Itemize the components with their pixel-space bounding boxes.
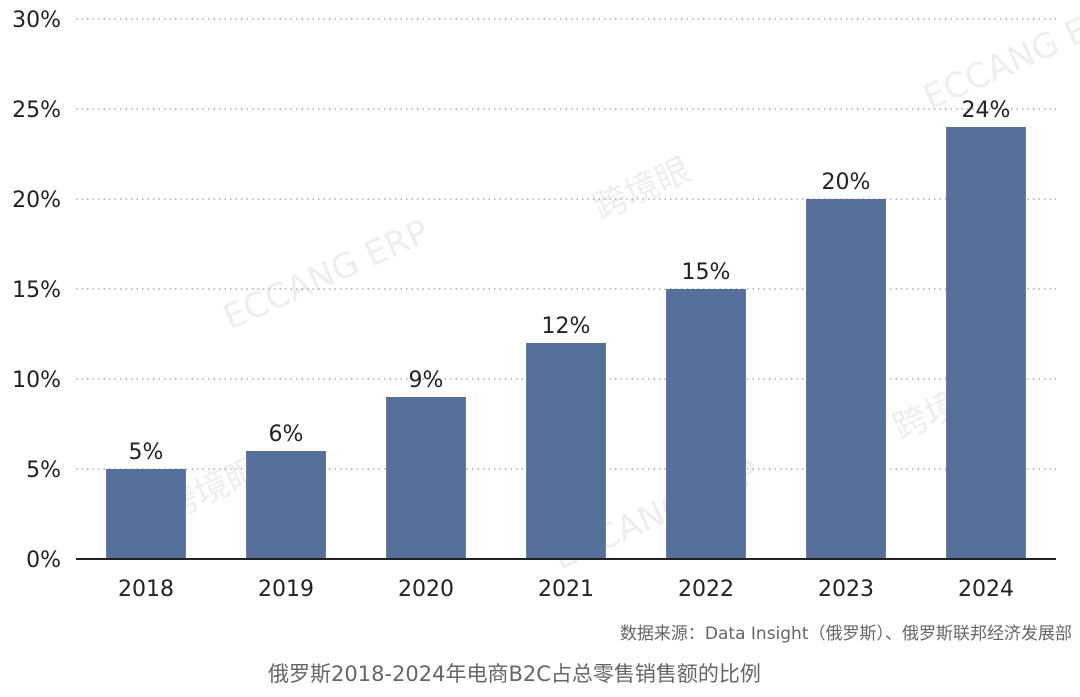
data-label: 9% bbox=[409, 368, 444, 393]
x-tick-label: 2023 bbox=[818, 577, 874, 602]
bar bbox=[526, 343, 606, 559]
watermark-erp: ECCANG ERP bbox=[217, 212, 435, 338]
y-tick-label: 15% bbox=[12, 278, 61, 303]
x-tick-label: 2024 bbox=[958, 577, 1014, 602]
bar bbox=[806, 199, 886, 559]
bar bbox=[666, 289, 746, 559]
y-tick-label: 10% bbox=[12, 368, 61, 393]
data-label: 15% bbox=[682, 260, 731, 285]
data-label: 20% bbox=[822, 170, 871, 195]
data-label: 24% bbox=[962, 98, 1011, 123]
x-axis: 2018 2019 2020 2021 2022 2023 2024 bbox=[118, 577, 1014, 602]
y-tick-label: 20% bbox=[12, 188, 61, 213]
x-tick-label: 2021 bbox=[538, 577, 594, 602]
bar bbox=[386, 397, 466, 559]
bar bbox=[946, 127, 1026, 559]
y-tick-label: 30% bbox=[12, 8, 61, 33]
y-tick-label: 5% bbox=[26, 458, 61, 483]
watermark-brand: 跨境眼 bbox=[587, 150, 696, 228]
bar bbox=[246, 451, 326, 559]
x-tick-label: 2018 bbox=[118, 577, 174, 602]
data-label: 12% bbox=[542, 314, 591, 339]
x-tick-label: 2020 bbox=[398, 577, 454, 602]
source-note: 数据来源：Data Insight（俄罗斯）、俄罗斯联邦经济发展部 bbox=[619, 624, 1072, 644]
bar bbox=[106, 469, 186, 559]
chart-caption: 俄罗斯2018-2024年电商B2C占总零售销售额的比例 bbox=[268, 662, 761, 686]
y-axis: 0% 5% 10% 15% 20% 25% 30% bbox=[12, 8, 61, 573]
x-tick-label: 2022 bbox=[678, 577, 734, 602]
x-tick-label: 2019 bbox=[258, 577, 314, 602]
y-tick-label: 25% bbox=[12, 98, 61, 123]
data-label: 5% bbox=[129, 440, 164, 465]
data-label: 6% bbox=[269, 422, 304, 447]
data-labels: 5% 6% 9% 12% 15% 20% 24% bbox=[129, 98, 1011, 465]
y-tick-label: 0% bbox=[26, 548, 61, 573]
bars bbox=[106, 127, 1026, 559]
